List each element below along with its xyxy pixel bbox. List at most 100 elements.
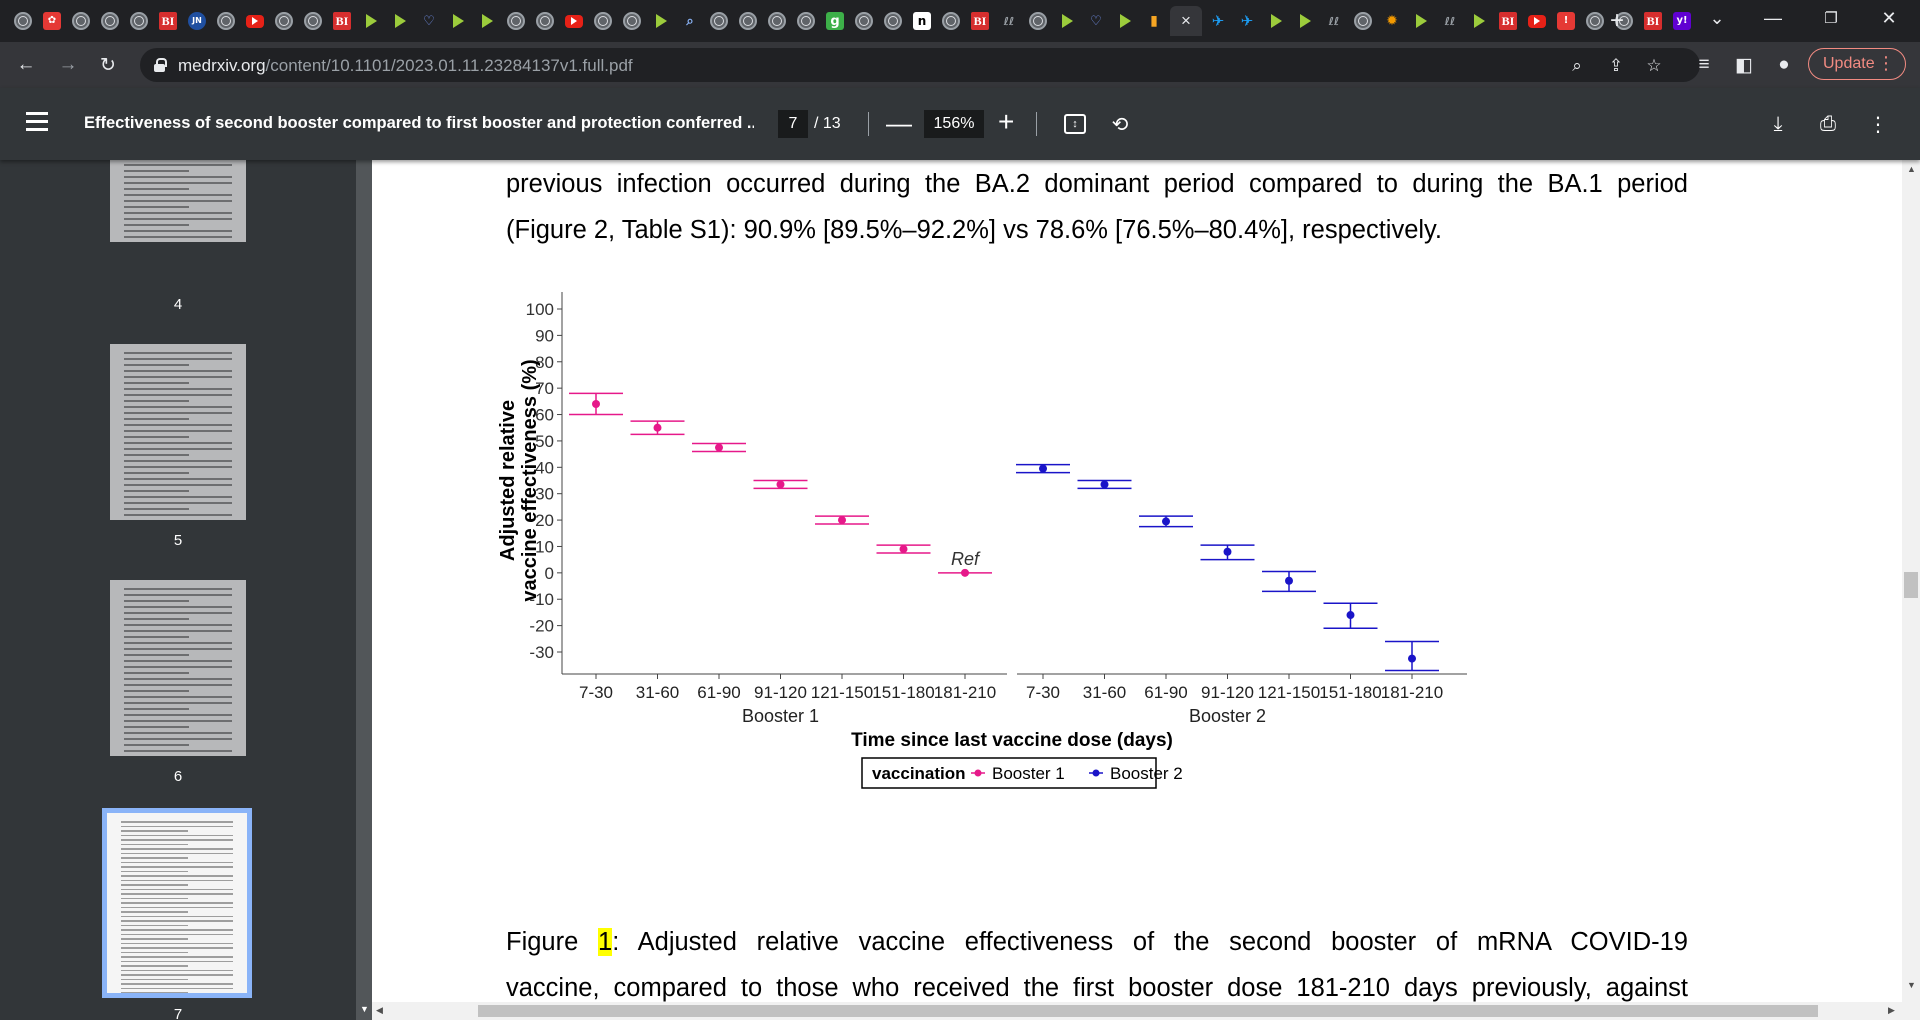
browser-tab[interactable]: ⌕ <box>677 6 703 36</box>
browser-tab[interactable] <box>358 6 384 36</box>
browser-tab[interactable] <box>271 6 297 36</box>
bookmark-star-icon[interactable]: ☆ <box>1646 56 1662 75</box>
scroll-left-arrow-icon[interactable]: ◀ <box>376 1005 383 1015</box>
browser-tab[interactable]: BI <box>155 6 181 36</box>
browser-tab[interactable]: JN <box>184 6 210 36</box>
forward-button[interactable]: → <box>58 54 78 75</box>
browser-tab[interactable] <box>503 6 529 36</box>
browser-tab[interactable] <box>126 6 152 36</box>
address-bar[interactable]: medrxiv.org/content/10.1101/2023.01.11.2… <box>140 48 1700 82</box>
share-icon[interactable]: ⇪ <box>1608 56 1624 75</box>
fit-to-page-icon[interactable]: ↕ <box>1064 114 1086 134</box>
horizontal-scrollbar-thumb[interactable] <box>478 1005 1818 1017</box>
new-tab-button[interactable]: + <box>1609 7 1624 34</box>
side-panel-icon[interactable]: ◧ <box>1735 54 1753 76</box>
url-text[interactable]: medrxiv.org/content/10.1101/2023.01.11.2… <box>178 56 633 76</box>
scroll-down-arrow-icon[interactable]: ▼ <box>360 1004 369 1014</box>
browser-tab[interactable] <box>387 6 413 36</box>
browser-tab[interactable] <box>1611 6 1637 36</box>
document-viewport[interactable]: previous infection occurred during the B… <box>356 160 1902 1002</box>
browser-tab[interactable] <box>445 6 471 36</box>
browser-tab[interactable]: ✿ <box>39 6 65 36</box>
browser-tab[interactable]: ! <box>1553 6 1579 36</box>
close-window-button[interactable]: ✕ <box>1881 7 1897 28</box>
print-icon[interactable]: ⎙ <box>1820 112 1836 135</box>
browser-tab[interactable] <box>300 6 326 36</box>
browser-tab[interactable]: ℓℓ <box>1321 6 1347 36</box>
zoom-magnifier-icon[interactable]: ⌕ <box>1572 56 1582 75</box>
browser-tab[interactable] <box>68 6 94 36</box>
vertical-scrollbar-thumb[interactable] <box>1904 572 1918 598</box>
browser-tab[interactable] <box>648 6 674 36</box>
browser-tab[interactable] <box>474 6 500 36</box>
scroll-down-arrow-icon[interactable]: ▼ <box>1907 980 1916 990</box>
page-thumbnail[interactable] <box>110 344 246 520</box>
browser-tab[interactable] <box>764 6 790 36</box>
browser-tab[interactable]: ♡ <box>1083 6 1109 36</box>
browser-tab[interactable] <box>1350 6 1376 36</box>
browser-tab[interactable] <box>97 6 123 36</box>
back-button[interactable]: ← <box>16 54 36 75</box>
browser-tab[interactable]: ♡ <box>416 6 442 36</box>
browser-tab[interactable] <box>880 6 906 36</box>
page-thumbnail-current[interactable] <box>102 808 252 998</box>
browser-tab[interactable]: y! <box>1669 6 1695 36</box>
browser-tab[interactable] <box>213 6 239 36</box>
scroll-right-arrow-icon[interactable]: ▶ <box>1888 1005 1895 1015</box>
profile-avatar-icon[interactable]: ● <box>1778 54 1790 75</box>
document-horizontal-scrollbar[interactable]: ◀ ▶ <box>372 1002 1902 1020</box>
document-vertical-scrollbar[interactable]: ▲ ▼ <box>1902 160 1920 1020</box>
browser-tab[interactable] <box>706 6 732 36</box>
browser-tab[interactable] <box>1524 6 1550 36</box>
close-tab-icon[interactable]: × <box>1181 11 1191 30</box>
reading-list-icon[interactable]: ≡ <box>1698 54 1710 75</box>
browser-tab[interactable] <box>1408 6 1434 36</box>
scroll-up-arrow-icon[interactable]: ▲ <box>1907 164 1916 174</box>
browser-tab[interactable] <box>735 6 761 36</box>
reload-button[interactable]: ↻ <box>100 54 116 76</box>
browser-tab[interactable]: n <box>909 6 935 36</box>
zoom-in-button[interactable]: + <box>998 106 1015 137</box>
browser-tab[interactable]: BI <box>1495 6 1521 36</box>
lock-icon[interactable] <box>154 58 167 72</box>
page-number-input[interactable]: 7 <box>778 110 808 138</box>
browser-tab[interactable] <box>938 6 964 36</box>
restore-button[interactable]: ❐ <box>1824 10 1838 27</box>
browser-tab[interactable] <box>10 6 36 36</box>
browser-tab[interactable]: ✈ <box>1205 6 1231 36</box>
browser-tab[interactable]: ▮ <box>1141 6 1167 36</box>
zoom-out-button[interactable]: — <box>886 108 912 138</box>
browser-tab[interactable]: ℓℓ <box>996 6 1022 36</box>
browser-tab[interactable] <box>532 6 558 36</box>
browser-tab[interactable]: ✈ <box>1234 6 1260 36</box>
browser-tab[interactable]: BI <box>1640 6 1666 36</box>
sidebar-menu-icon[interactable] <box>26 112 48 134</box>
browser-tab[interactable] <box>1025 6 1051 36</box>
browser-tab[interactable] <box>1263 6 1289 36</box>
browser-tab[interactable] <box>1466 6 1492 36</box>
browser-tab[interactable]: ℓℓ <box>1437 6 1463 36</box>
download-icon[interactable]: ⤓ <box>1773 112 1783 135</box>
tab-search-chevron-icon[interactable]: ⌄ <box>1709 7 1725 28</box>
browser-tab[interactable] <box>1054 6 1080 36</box>
rotate-icon[interactable]: ⟲ <box>1111 113 1129 136</box>
browser-tab[interactable]: ✹ <box>1379 6 1405 36</box>
browser-tab[interactable] <box>1112 6 1138 36</box>
browser-tab-active[interactable]: × <box>1170 6 1202 36</box>
zoom-input[interactable]: 156% <box>924 110 984 138</box>
page-thumbnail[interactable] <box>110 160 246 242</box>
browser-tab[interactable] <box>793 6 819 36</box>
browser-tab[interactable] <box>1292 6 1318 36</box>
browser-tab[interactable] <box>851 6 877 36</box>
browser-tab[interactable]: BI <box>329 6 355 36</box>
more-options-icon[interactable]: ⋮ <box>1868 113 1888 136</box>
browser-tab[interactable] <box>619 6 645 36</box>
update-button[interactable]: Update ⋮ <box>1808 48 1906 80</box>
browser-tab[interactable]: g <box>822 6 848 36</box>
minimize-button[interactable]: — <box>1764 7 1782 28</box>
browser-tab[interactable] <box>590 6 616 36</box>
browser-tab[interactable]: BI <box>967 6 993 36</box>
browser-tab[interactable] <box>1582 6 1608 36</box>
browser-tab[interactable] <box>561 6 587 36</box>
page-thumbnail[interactable] <box>110 580 246 756</box>
